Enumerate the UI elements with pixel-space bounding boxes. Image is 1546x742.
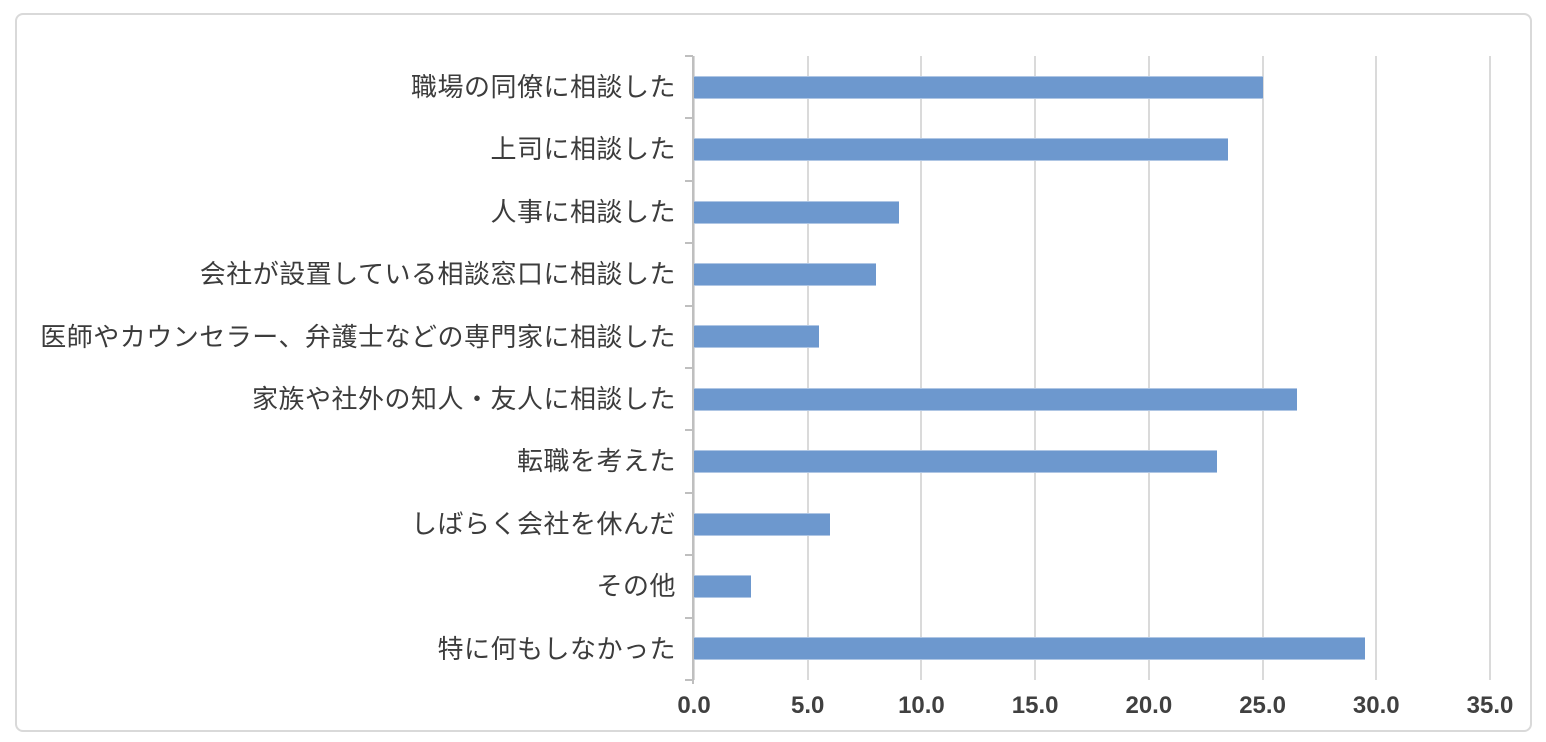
bar <box>694 138 1229 162</box>
category-axis-tick <box>685 55 693 57</box>
x-axis-tick-label: 35.0 <box>1466 692 1514 719</box>
category-axis-tick <box>685 117 693 120</box>
category-label: 転職を考えた <box>516 446 676 477</box>
x-axis-tick-label: 5.0 <box>791 692 825 719</box>
category-label: 家族や社外の知人・友人に相談した <box>251 384 676 414</box>
bar <box>694 75 1263 99</box>
category-label: 人事に相談した <box>490 196 676 227</box>
category-axis-tick <box>685 367 693 369</box>
category-label: 特に何もしなかった <box>437 633 676 664</box>
bar <box>694 512 831 536</box>
category-axis-line <box>692 56 694 684</box>
gridline-35.0 <box>1489 56 1491 680</box>
bar <box>694 325 820 349</box>
category-label: その他 <box>596 571 676 602</box>
category-axis-tick <box>685 429 693 432</box>
category-axis-tick <box>685 679 693 681</box>
category-axis-tick <box>685 616 693 619</box>
bar <box>694 574 751 598</box>
bar <box>694 262 876 286</box>
category-label: 会社が設置している相談窓口に相談した <box>199 259 676 290</box>
bar <box>694 637 1365 661</box>
gridline-5.0 <box>806 56 809 680</box>
x-axis-tick-label: 30.0 <box>1352 692 1400 719</box>
gridline-20.0 <box>1147 56 1150 680</box>
x-axis-tick-label: 15.0 <box>1011 692 1059 719</box>
category-label: 職場の同僚に相談した <box>410 72 676 102</box>
x-axis-tick-label: 0.0 <box>677 692 711 719</box>
category-label: 上司に相談した <box>490 134 676 165</box>
category-axis-tick <box>685 304 693 307</box>
category-label: しばらく会社を休んだ <box>410 508 676 539</box>
category-axis-tick <box>685 491 693 494</box>
category-axis-tick <box>685 554 693 557</box>
category-label: 医師やカウンセラー、弁護士などの専門家に相談した <box>40 321 676 352</box>
category-axis-tick <box>685 179 693 182</box>
x-axis-tick-label: 10.0 <box>898 692 945 719</box>
gridline-15.0 <box>1034 56 1037 680</box>
category-axis-tick <box>685 242 693 245</box>
bar <box>694 387 1297 411</box>
chart-frame <box>15 13 1532 732</box>
bar <box>694 450 1218 474</box>
gridline-0.0 <box>693 56 695 680</box>
x-axis-tick-label: 25.0 <box>1239 692 1286 719</box>
gridline-25.0 <box>1261 56 1264 680</box>
gridline-10.0 <box>920 56 923 680</box>
gridline-30.0 <box>1375 56 1378 680</box>
bar <box>694 200 899 224</box>
x-axis-tick-label: 20.0 <box>1125 692 1173 719</box>
